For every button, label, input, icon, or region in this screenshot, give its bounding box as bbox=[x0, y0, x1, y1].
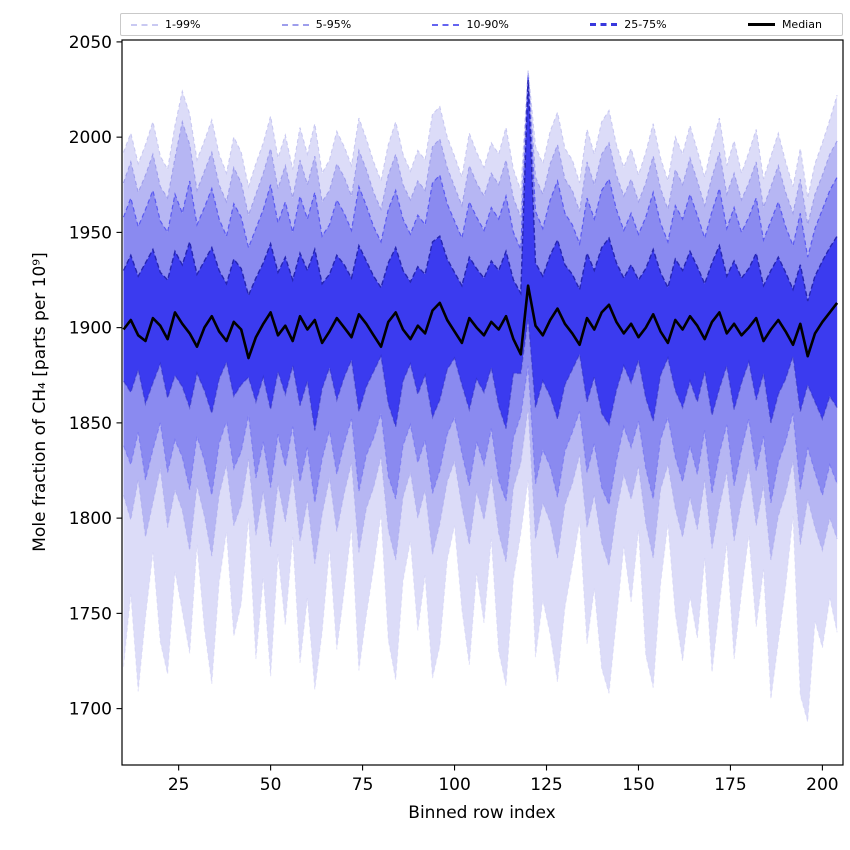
dashed-line-sample-icon bbox=[281, 23, 309, 26]
y-tick-label: 1700 bbox=[69, 700, 112, 720]
dashed-line-sample-icon bbox=[131, 23, 158, 26]
x-tick-label: 25 bbox=[168, 775, 190, 795]
band-upper-edge-5-95% bbox=[122, 72, 838, 225]
plot-frame bbox=[121, 39, 844, 766]
band-lower-edge-5-95% bbox=[122, 407, 838, 566]
y-tick-label: 2000 bbox=[69, 128, 112, 148]
y-tick-label: 1750 bbox=[69, 604, 112, 624]
legend-label: 5-95% bbox=[315, 18, 352, 31]
band-upper-edge-25-75% bbox=[122, 79, 838, 302]
x-tick-label: 125 bbox=[530, 775, 562, 795]
bands-layer bbox=[123, 70, 838, 722]
legend-label: Median bbox=[781, 18, 822, 31]
dashed-line-sample-icon bbox=[432, 23, 460, 26]
legend: 1-99% 5-95% 10-90% 25-75% Median bbox=[120, 13, 843, 36]
legend-label: 10-90% bbox=[466, 18, 509, 31]
solid-line-sample-icon bbox=[747, 23, 775, 26]
y-tick-label: 1800 bbox=[69, 509, 112, 529]
x-tick-label: 200 bbox=[806, 775, 838, 795]
x-tick-label: 100 bbox=[438, 775, 470, 795]
median-line bbox=[122, 284, 839, 360]
x-axis-ticks: 25 50 75 100 125 150 175 200 bbox=[168, 765, 839, 795]
x-tick-label: 75 bbox=[352, 775, 374, 795]
y-axis-ticks: 1700 1750 1800 1850 1900 1950 2000 2050 bbox=[69, 33, 122, 720]
x-tick-label: 50 bbox=[260, 775, 282, 795]
legend-label: 25-75% bbox=[624, 18, 667, 31]
dashed-line-sample-icon bbox=[590, 23, 618, 26]
legend-entry-5-95: 5-95% bbox=[281, 18, 352, 31]
band-lower-edge-25-75% bbox=[122, 318, 838, 431]
band-fill-25-75% bbox=[123, 80, 838, 431]
band-lower-edge-10-90% bbox=[122, 365, 838, 507]
legend-label: 1-99% bbox=[165, 18, 201, 31]
y-tick-label: 1950 bbox=[69, 223, 112, 243]
x-axis-label: Binned row index bbox=[408, 803, 555, 823]
legend-entry-median: Median bbox=[747, 18, 822, 31]
band-upper-edge-1-99% bbox=[122, 70, 838, 199]
legend-entry-25-75: 25-75% bbox=[590, 18, 667, 31]
y-axis-label: Mole fraction of CH₄ [parts per 10⁹] bbox=[30, 252, 50, 552]
y-tick-label: 1900 bbox=[69, 319, 112, 339]
median-layer bbox=[122, 284, 839, 360]
x-tick-label: 175 bbox=[714, 775, 746, 795]
y-tick-label: 2050 bbox=[69, 33, 112, 53]
legend-entry-10-90: 10-90% bbox=[432, 18, 509, 31]
band-edges-layer bbox=[122, 70, 838, 723]
y-tick-label: 1850 bbox=[69, 414, 112, 434]
x-tick-label: 150 bbox=[622, 775, 654, 795]
band-upper-edge-10-90% bbox=[122, 76, 838, 258]
legend-entry-1-99: 1-99% bbox=[131, 18, 200, 31]
